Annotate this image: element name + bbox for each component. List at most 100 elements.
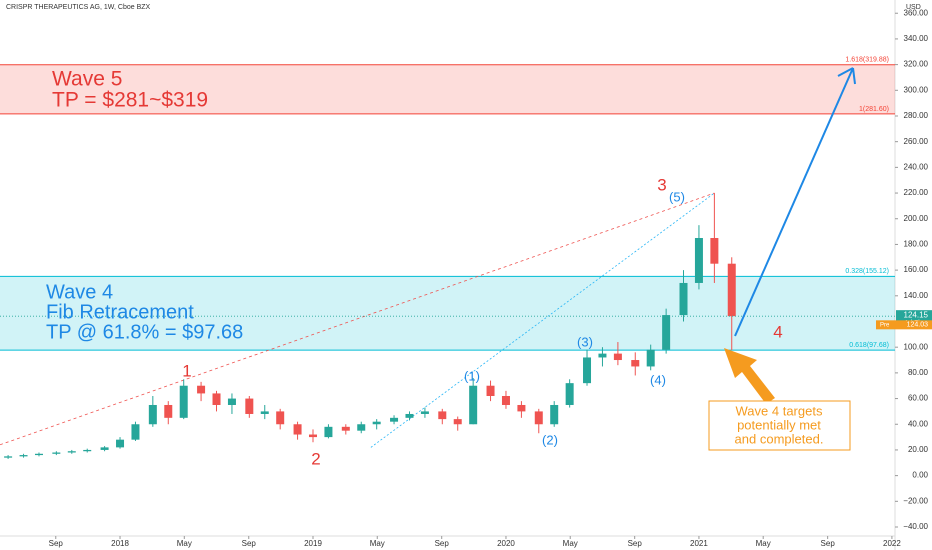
note-box	[708, 400, 851, 451]
candle-body	[613, 353, 622, 361]
x-tick-label: Sep	[435, 539, 450, 548]
wave-label: 2	[311, 449, 320, 468]
candle-body	[67, 451, 76, 453]
candle-body	[357, 424, 366, 431]
candle-body	[276, 411, 285, 425]
note-text: potentially met	[737, 417, 821, 432]
candle-body	[390, 417, 399, 422]
candle-body	[260, 411, 269, 414]
y-tick-label: 360.00	[904, 8, 929, 17]
y-tick-label: 20.00	[908, 445, 929, 454]
currency: USD	[906, 4, 921, 11]
y-tick-label: 260.00	[904, 137, 929, 146]
candle-body	[501, 395, 510, 405]
candle-body	[131, 424, 140, 440]
candle-body	[19, 455, 28, 457]
candle-body	[646, 349, 655, 367]
x-tick-label: May	[756, 539, 771, 548]
y-tick-label: 280.00	[904, 111, 929, 120]
wave-label: (5)	[669, 189, 685, 204]
y-tick-label: 80.00	[908, 368, 929, 377]
candle-body	[534, 411, 543, 425]
candle-body	[405, 413, 414, 418]
y-tick-label: −40.00	[903, 522, 928, 531]
wave-label: (3)	[577, 334, 593, 349]
target-arrow	[734, 67, 854, 337]
x-tick-label: May	[177, 539, 192, 548]
x-tick-label: 2021	[690, 539, 708, 548]
note-text: Wave 4 targets	[736, 403, 823, 418]
candle-body	[694, 238, 703, 283]
candle-body	[324, 426, 333, 438]
candle-body	[148, 404, 157, 425]
x-tick-label: 2018	[111, 539, 129, 548]
fib-label: 0.328(155.12)	[845, 268, 889, 275]
wave-label: (4)	[650, 372, 666, 387]
candle-body	[116, 439, 125, 448]
fib-zone	[0, 64, 895, 114]
arrow-head	[837, 67, 856, 85]
wave4-text: Fib Retracement	[46, 301, 194, 323]
fib-label: 1.618(319.88)	[845, 57, 889, 64]
fib-label: 0.618(97.68)	[849, 342, 889, 349]
x-tick-label: Sep	[628, 539, 643, 548]
chart-title: CRISPR THERAPEUTICS AG, 1W, Cboe BZX	[6, 4, 151, 11]
x-tick-label: 2022	[883, 539, 901, 548]
wave-label: 1	[182, 361, 191, 380]
trend-line	[0, 192, 715, 446]
candle-body	[420, 411, 429, 414]
y-tick-label: 40.00	[908, 419, 929, 428]
candle-body	[679, 282, 688, 316]
pre-tag-value: 124.03	[907, 322, 929, 329]
y-tick-label: 0.00	[912, 471, 928, 480]
x-tick-label: May	[370, 539, 385, 548]
y-tick-label: 100.00	[904, 342, 929, 351]
candle-body	[341, 426, 350, 431]
candle-body	[227, 398, 236, 405]
y-tick-label: 300.00	[904, 85, 929, 94]
x-tick-label: 2019	[304, 539, 322, 548]
y-tick-label: 220.00	[904, 188, 929, 197]
y-tick-label: 140.00	[904, 291, 929, 300]
candle-body	[662, 315, 671, 350]
fib-label: 1(281.60)	[859, 106, 889, 113]
candle-body	[52, 452, 61, 454]
x-tick-label: Sep	[821, 539, 836, 548]
candle-body	[565, 383, 574, 405]
candle-body	[727, 263, 736, 317]
x-tick-label: Sep	[49, 539, 64, 548]
wave-label: (1)	[464, 368, 480, 383]
y-tick-label: 200.00	[904, 214, 929, 223]
wave5-text: TP = $281~$319	[52, 89, 208, 112]
candle-body	[550, 404, 559, 425]
y-tick-label: 240.00	[904, 162, 929, 171]
candle-body	[486, 385, 495, 396]
candle-body	[100, 447, 109, 450]
candle-body	[583, 357, 592, 384]
wave5-text: Wave 5	[52, 68, 122, 91]
x-tick-label: Sep	[242, 539, 257, 548]
candle-body	[631, 360, 640, 367]
candle-body	[179, 385, 188, 418]
candle-body	[34, 453, 43, 456]
candle-body	[308, 434, 317, 438]
candle-body	[598, 353, 607, 358]
pre-tag	[876, 320, 932, 330]
y-tick-label: 340.00	[904, 34, 929, 43]
candle-body	[710, 238, 719, 264]
wave-label: 4	[773, 322, 782, 341]
candle-body	[83, 449, 92, 452]
candle-body	[438, 411, 447, 420]
candle-body	[293, 424, 302, 435]
price-tag-label: 124.15	[904, 310, 929, 319]
wave4-text: TP @ 61.8% = $97.68	[46, 321, 243, 343]
candle-body	[212, 393, 221, 405]
candle-body	[4, 456, 13, 458]
wave-label: (2)	[542, 432, 558, 447]
note-text: and completed.	[735, 431, 824, 446]
y-tick-label: 320.00	[904, 60, 929, 69]
candle-body	[197, 385, 206, 394]
note-arrow	[724, 348, 775, 404]
y-tick-label: −20.00	[903, 496, 928, 505]
trend-line	[370, 192, 715, 448]
